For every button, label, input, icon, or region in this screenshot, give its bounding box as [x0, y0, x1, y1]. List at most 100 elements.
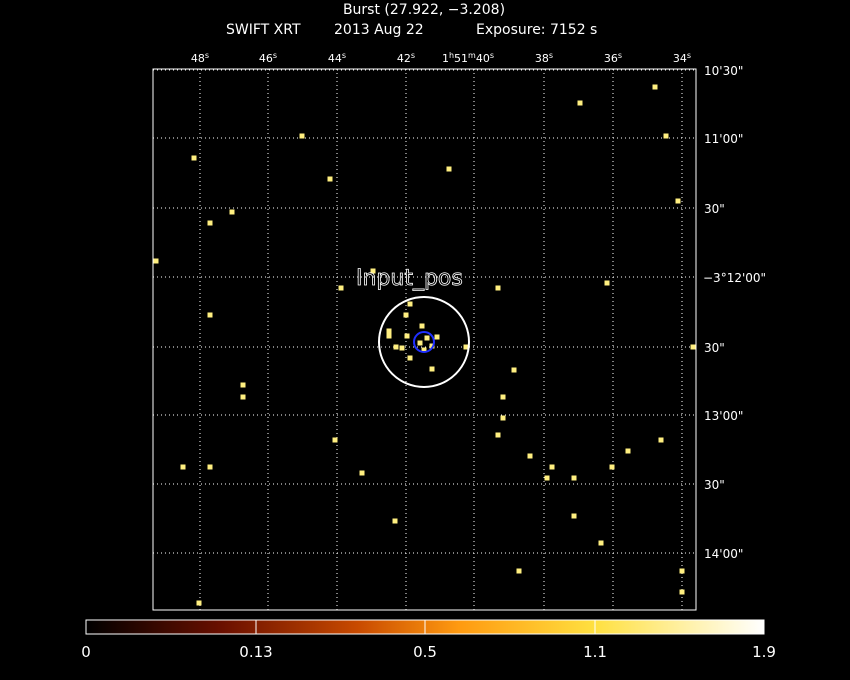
dec-label: 30" — [704, 202, 725, 216]
photon — [663, 133, 669, 139]
photon — [577, 100, 583, 106]
photon — [392, 518, 398, 524]
dec-label: 11'00" — [704, 132, 743, 146]
colorbar-label: 1.9 — [752, 643, 776, 661]
photon — [332, 437, 338, 443]
photon — [675, 198, 681, 204]
ra-label-part: s — [549, 51, 553, 60]
photon — [207, 464, 213, 470]
photon — [404, 333, 410, 339]
ra-label-part: s — [273, 51, 277, 60]
photon — [359, 470, 365, 476]
dec-label: 30" — [704, 341, 725, 355]
ra-label-part: s — [342, 51, 346, 60]
photon — [419, 323, 425, 329]
colorbar-label: 0 — [81, 643, 91, 661]
photon — [679, 589, 685, 595]
photon — [180, 464, 186, 470]
instrument: SWIFT XRT — [226, 22, 301, 38]
photon — [652, 84, 658, 90]
ra-label-part: 36 — [604, 52, 618, 65]
colorbar-label: 0.5 — [413, 643, 437, 661]
photon — [527, 453, 533, 459]
ra-label: 38s — [535, 51, 553, 66]
photon — [500, 415, 506, 421]
colorbar-label: 0.13 — [239, 643, 272, 661]
photon — [571, 513, 577, 519]
ra-label-part: 1 — [442, 52, 449, 65]
exposure: Exposure: 7152 s — [476, 22, 597, 38]
ra-label: 1h51m40s — [442, 51, 494, 66]
photon — [393, 344, 399, 350]
ra-label-part: m — [468, 51, 476, 60]
source-label: Input_pos — [356, 266, 463, 291]
photon — [495, 432, 501, 438]
photon — [679, 568, 685, 574]
ra-label-part: 44 — [328, 52, 342, 65]
colorbar-label: 1.1 — [583, 643, 607, 661]
photon — [240, 394, 246, 400]
photon — [500, 394, 506, 400]
dec-label: 14'00" — [704, 547, 743, 561]
photon — [417, 340, 423, 346]
photon — [511, 367, 517, 373]
ra-label: 48s — [191, 51, 209, 66]
photon — [609, 464, 615, 470]
ra-label: 34s — [673, 51, 691, 66]
title: Burst (27.922, −3.208) — [343, 2, 505, 18]
photon — [399, 345, 405, 351]
photon — [446, 166, 452, 172]
photon — [429, 366, 435, 372]
photon — [690, 344, 696, 350]
photon — [327, 176, 333, 182]
photon — [240, 382, 246, 388]
photon — [386, 328, 392, 334]
ra-label-part: 46 — [259, 52, 273, 65]
error-circle — [413, 331, 435, 353]
photon — [421, 347, 427, 353]
ra-label: 42s — [397, 51, 415, 66]
photon — [403, 312, 409, 318]
photon — [429, 343, 435, 349]
ra-label-part: 38 — [535, 52, 549, 65]
photon — [434, 334, 440, 340]
ra-label-part: 42 — [397, 52, 411, 65]
grid: 48s 46s 44s 42s 1h51m40s 38s 36s 34s10'30"11'00… — [153, 51, 766, 610]
photon — [386, 333, 392, 339]
photon — [495, 285, 501, 291]
photon — [207, 220, 213, 226]
ra-label: 36s — [604, 51, 622, 66]
photon — [571, 475, 577, 481]
ra-label-part: s — [205, 51, 209, 60]
source-region — [378, 296, 470, 388]
photon — [549, 464, 555, 470]
photon — [229, 209, 235, 215]
photon — [191, 155, 197, 161]
ra-label-part: s — [618, 51, 622, 60]
photon — [544, 475, 550, 481]
photon — [338, 285, 344, 291]
photon — [424, 335, 430, 341]
photon — [604, 280, 610, 286]
ra-label: 46s — [259, 51, 277, 66]
ra-label: 44s — [328, 51, 346, 66]
ra-label-part: h — [449, 51, 454, 60]
colorbar-axis: 0 0.13 0.5 1.1 1.9 — [81, 620, 776, 661]
dec-label: −3°12'00" — [703, 271, 766, 285]
photon — [658, 437, 664, 443]
date: 2013 Aug 22 — [334, 22, 424, 38]
photon — [196, 600, 202, 606]
ra-label-part: 48 — [191, 52, 205, 65]
photon — [463, 344, 469, 350]
photon — [625, 448, 631, 454]
dec-label: 10'30" — [704, 64, 743, 78]
photons — [153, 84, 696, 606]
photon — [598, 540, 604, 546]
photon — [299, 133, 305, 139]
plot-frame — [152, 68, 697, 611]
photon — [153, 258, 159, 264]
photon — [516, 568, 522, 574]
photon — [370, 268, 376, 274]
